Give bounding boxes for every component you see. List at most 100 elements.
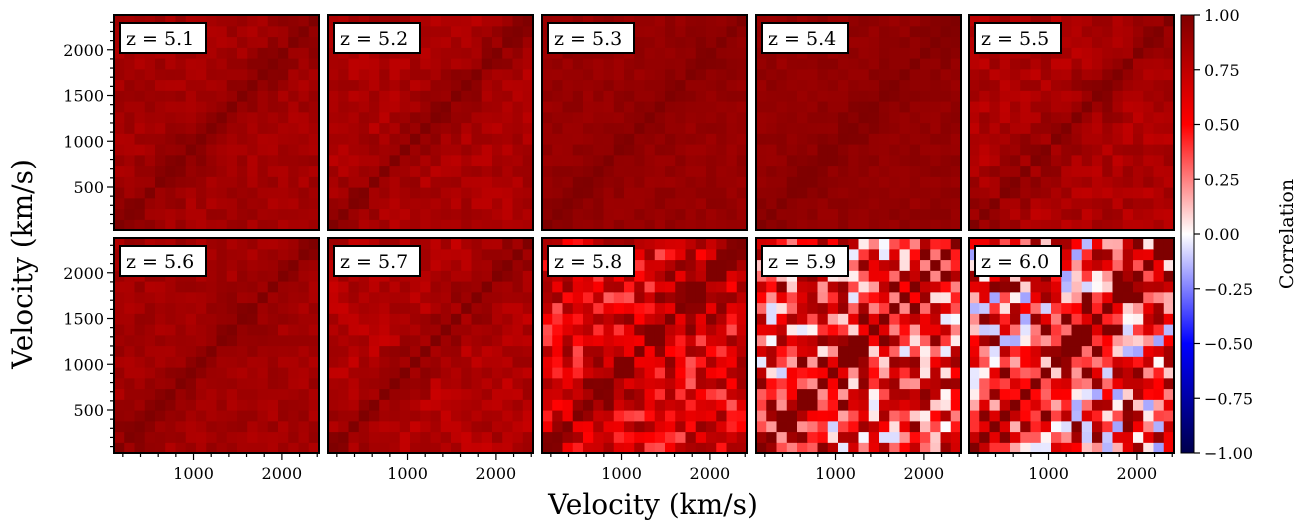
heatmap-cell bbox=[1030, 410, 1042, 422]
heatmap-cell bbox=[940, 197, 952, 210]
heatmap-cell bbox=[858, 281, 870, 293]
heatmap-cell bbox=[481, 431, 493, 443]
heatmap-cell bbox=[430, 388, 442, 400]
heatmap-cell bbox=[1112, 122, 1124, 134]
heatmap-cell bbox=[1092, 25, 1103, 38]
heatmap-cell bbox=[736, 248, 747, 261]
heatmap-cell bbox=[736, 144, 747, 156]
heatmap-cell bbox=[399, 388, 411, 400]
heatmap-cell bbox=[328, 410, 339, 422]
heatmap-cell bbox=[1010, 101, 1021, 113]
heatmap-cell bbox=[237, 291, 248, 304]
heatmap-cell bbox=[1061, 431, 1073, 443]
heatmap-cell bbox=[502, 399, 514, 411]
heatmap-cell bbox=[858, 144, 870, 156]
heatmap-cell bbox=[430, 47, 442, 59]
heatmap-cell bbox=[920, 90, 931, 102]
heatmap-cell bbox=[328, 345, 339, 357]
heatmap-cell bbox=[471, 25, 483, 38]
heatmap-cell bbox=[481, 15, 493, 27]
heatmap-cell bbox=[226, 25, 238, 38]
heatmap-cell bbox=[288, 176, 300, 188]
heatmap-cell bbox=[216, 334, 228, 347]
heatmap-cell bbox=[685, 399, 697, 411]
heatmap-cell bbox=[736, 15, 747, 27]
heatmap-cell bbox=[1061, 281, 1073, 293]
heatmap-cell bbox=[562, 431, 574, 443]
heatmap-cell bbox=[776, 111, 788, 124]
heatmap-cell bbox=[379, 431, 391, 443]
heatmap-cell bbox=[979, 144, 991, 156]
heatmap-cell bbox=[950, 122, 961, 134]
heatmap-cell bbox=[461, 58, 473, 70]
heatmap-cell bbox=[237, 302, 248, 314]
heatmap-cell bbox=[613, 144, 625, 156]
heatmap-cell bbox=[298, 324, 310, 336]
heatmap-cell bbox=[665, 442, 676, 453]
heatmap-cell bbox=[237, 420, 248, 433]
heatmap-cell bbox=[1102, 399, 1114, 411]
heatmap-cell bbox=[267, 144, 279, 156]
heatmap-cell bbox=[999, 79, 1011, 91]
heatmap-cell bbox=[807, 420, 819, 433]
heatmap-cell bbox=[930, 302, 942, 314]
heatmap-cell bbox=[950, 334, 961, 347]
heatmap-cell bbox=[1040, 281, 1052, 293]
heatmap-cell bbox=[726, 154, 738, 167]
heatmap-cell bbox=[542, 58, 553, 70]
heatmap-cell bbox=[827, 388, 839, 400]
heatmap-cell bbox=[665, 36, 676, 48]
heatmap-cell bbox=[624, 388, 635, 400]
heatmap-cell bbox=[237, 238, 248, 250]
heatmap-cell bbox=[522, 420, 533, 433]
heatmap-cell bbox=[807, 410, 819, 422]
heatmap-cell bbox=[237, 197, 248, 210]
heatmap-cell bbox=[1081, 367, 1093, 379]
heatmap-cell bbox=[206, 291, 218, 304]
panel-frame bbox=[755, 14, 962, 231]
heatmap-cell bbox=[736, 238, 747, 250]
heatmap-cell bbox=[1153, 197, 1165, 210]
heatmap-cell bbox=[675, 313, 687, 325]
heatmap-cell bbox=[288, 154, 300, 167]
heatmap-cell bbox=[1112, 219, 1124, 230]
heatmap-cell bbox=[257, 58, 269, 70]
heatmap-cell bbox=[542, 165, 553, 177]
heatmap-cell bbox=[206, 259, 218, 271]
heatmap-cell bbox=[237, 399, 248, 411]
heatmap-cell bbox=[756, 367, 767, 379]
heatmap-cell bbox=[216, 68, 228, 81]
heatmap-cell bbox=[797, 281, 808, 293]
y-tick-label: 1500 bbox=[63, 310, 104, 329]
heatmap-cell bbox=[288, 133, 300, 145]
heatmap-cell bbox=[644, 442, 656, 453]
heatmap-cell bbox=[613, 442, 625, 453]
heatmap-cell bbox=[358, 313, 370, 325]
heatmap-cell bbox=[461, 47, 473, 59]
heatmap-cell bbox=[756, 313, 767, 325]
heatmap-cell bbox=[1143, 410, 1155, 422]
heatmap-cell bbox=[399, 68, 411, 81]
heatmap-cell bbox=[522, 90, 533, 102]
heatmap-cell bbox=[675, 144, 687, 156]
heatmap-cell bbox=[440, 291, 452, 304]
heatmap-cell bbox=[858, 238, 870, 250]
heatmap-cell bbox=[827, 90, 839, 102]
heatmap-cell bbox=[583, 122, 594, 134]
heatmap-cell bbox=[196, 58, 207, 70]
heatmap-cell bbox=[430, 442, 442, 453]
heatmap-cell bbox=[920, 154, 931, 167]
heatmap-cell bbox=[481, 281, 493, 293]
heatmap-cell bbox=[766, 197, 778, 210]
heatmap-cell bbox=[726, 122, 738, 134]
heatmap-cell bbox=[920, 420, 931, 433]
heatmap-cell bbox=[379, 111, 391, 124]
heatmap-cell bbox=[196, 208, 207, 220]
heatmap-cell bbox=[909, 324, 921, 336]
heatmap-cell bbox=[634, 313, 646, 325]
heatmap-cell bbox=[267, 442, 279, 453]
heatmap-cell bbox=[1143, 313, 1155, 325]
heatmap-cell bbox=[267, 291, 279, 304]
heatmap-cell bbox=[206, 367, 218, 379]
heatmap-cell bbox=[848, 420, 860, 433]
